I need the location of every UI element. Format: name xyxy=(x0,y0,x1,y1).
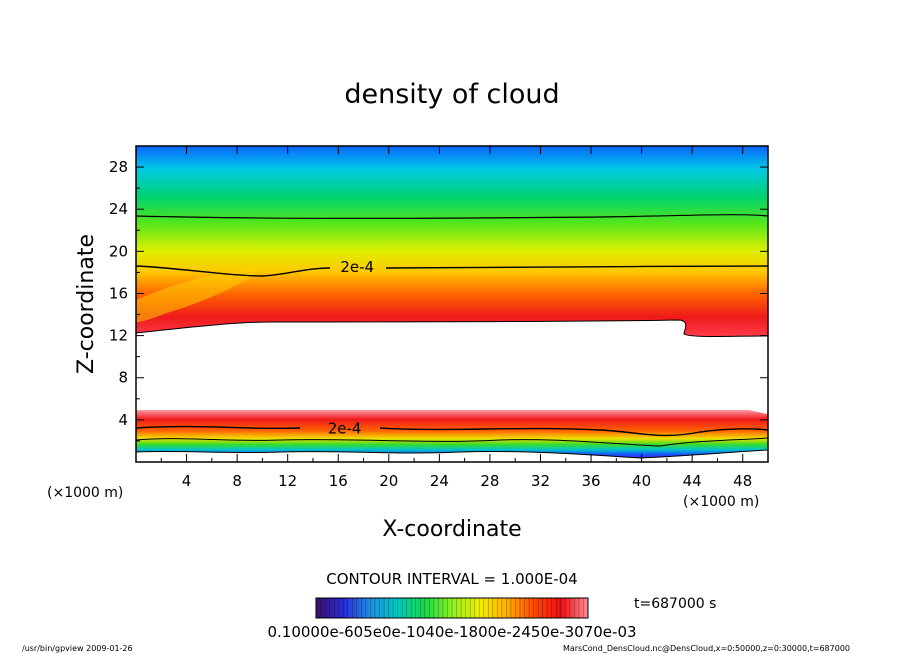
contour-label: 2e-4 xyxy=(340,258,374,276)
y-axis-ticks: 4 8 12 16 20 24 28 xyxy=(109,158,768,442)
clear-air-gap xyxy=(136,320,768,412)
x-tick-label: 32 xyxy=(531,472,550,490)
colorbar-labels: 0.10000e-605e0e-1040e-1800e-2450e-3070e-… xyxy=(267,623,636,641)
y-tick-label: 4 xyxy=(118,411,128,429)
colorbar-contour-lines xyxy=(320,598,584,618)
contour-interval-label: CONTOUR INTERVAL = 1.000E-04 xyxy=(326,570,577,588)
x-tick-label: 40 xyxy=(632,472,651,490)
time-label: t=687000 s xyxy=(634,596,716,612)
contour-upper-2e-4 xyxy=(135,265,769,277)
lower-layer-top-edge xyxy=(136,397,768,414)
contour-lower-3 xyxy=(135,449,769,459)
chart-title: density of cloud xyxy=(344,79,559,110)
contour-upper-3 xyxy=(135,319,769,338)
y-tick-label: 20 xyxy=(109,242,128,260)
x-tick-label: 20 xyxy=(379,472,398,490)
x-tick-label: 36 xyxy=(581,472,600,490)
y-tick-label: 12 xyxy=(109,327,128,345)
x-axis-unit: (×1000 m) xyxy=(683,494,759,510)
x-tick-label: 28 xyxy=(480,472,499,490)
y-tick-label: 24 xyxy=(109,200,128,218)
colorbar-frame xyxy=(315,597,589,619)
footer-left: /usr/bin/gpview 2009-01-26 xyxy=(22,644,133,653)
surface-clear-zone xyxy=(136,450,768,462)
contour-labels: 2e-4 2e-4 xyxy=(328,258,374,437)
upper-layer-yellow-intrusion xyxy=(136,268,262,322)
plot-area xyxy=(136,146,768,462)
x-axis-title: X-coordinate xyxy=(382,517,521,542)
footer-right: MarsCond_DensCloud.nc@DensCloud,x=0:5000… xyxy=(563,644,850,653)
plot-frame xyxy=(135,145,769,463)
contour-lower-2e-4 xyxy=(135,425,769,437)
x-tick-label: 12 xyxy=(278,472,297,490)
colorbar xyxy=(315,597,589,619)
x-tick-label: 24 xyxy=(430,472,449,490)
colorbar-fill xyxy=(316,598,588,618)
x-tick-label: 8 xyxy=(232,472,242,490)
y-tick-label: 8 xyxy=(118,369,128,387)
x-tick-label: 4 xyxy=(182,472,192,490)
x-tick-label: 44 xyxy=(683,472,702,490)
x-axis-ticks: 4 8 12 16 20 24 28 32 36 40 44 48 xyxy=(160,146,752,490)
contour-lower-2 xyxy=(135,437,769,447)
contour-lines xyxy=(135,214,769,459)
x-tick-label: 48 xyxy=(733,472,752,490)
contour-upper-1 xyxy=(135,214,769,219)
upper-cloud-layer xyxy=(136,146,768,336)
y-axis-unit: (×1000 m) xyxy=(47,485,123,501)
y-tick-label: 28 xyxy=(109,158,128,176)
y-axis-title: Z-coordinate xyxy=(74,234,99,374)
x-tick-label: 16 xyxy=(329,472,348,490)
contour-label: 2e-4 xyxy=(328,419,362,437)
y-tick-label: 16 xyxy=(109,284,128,302)
